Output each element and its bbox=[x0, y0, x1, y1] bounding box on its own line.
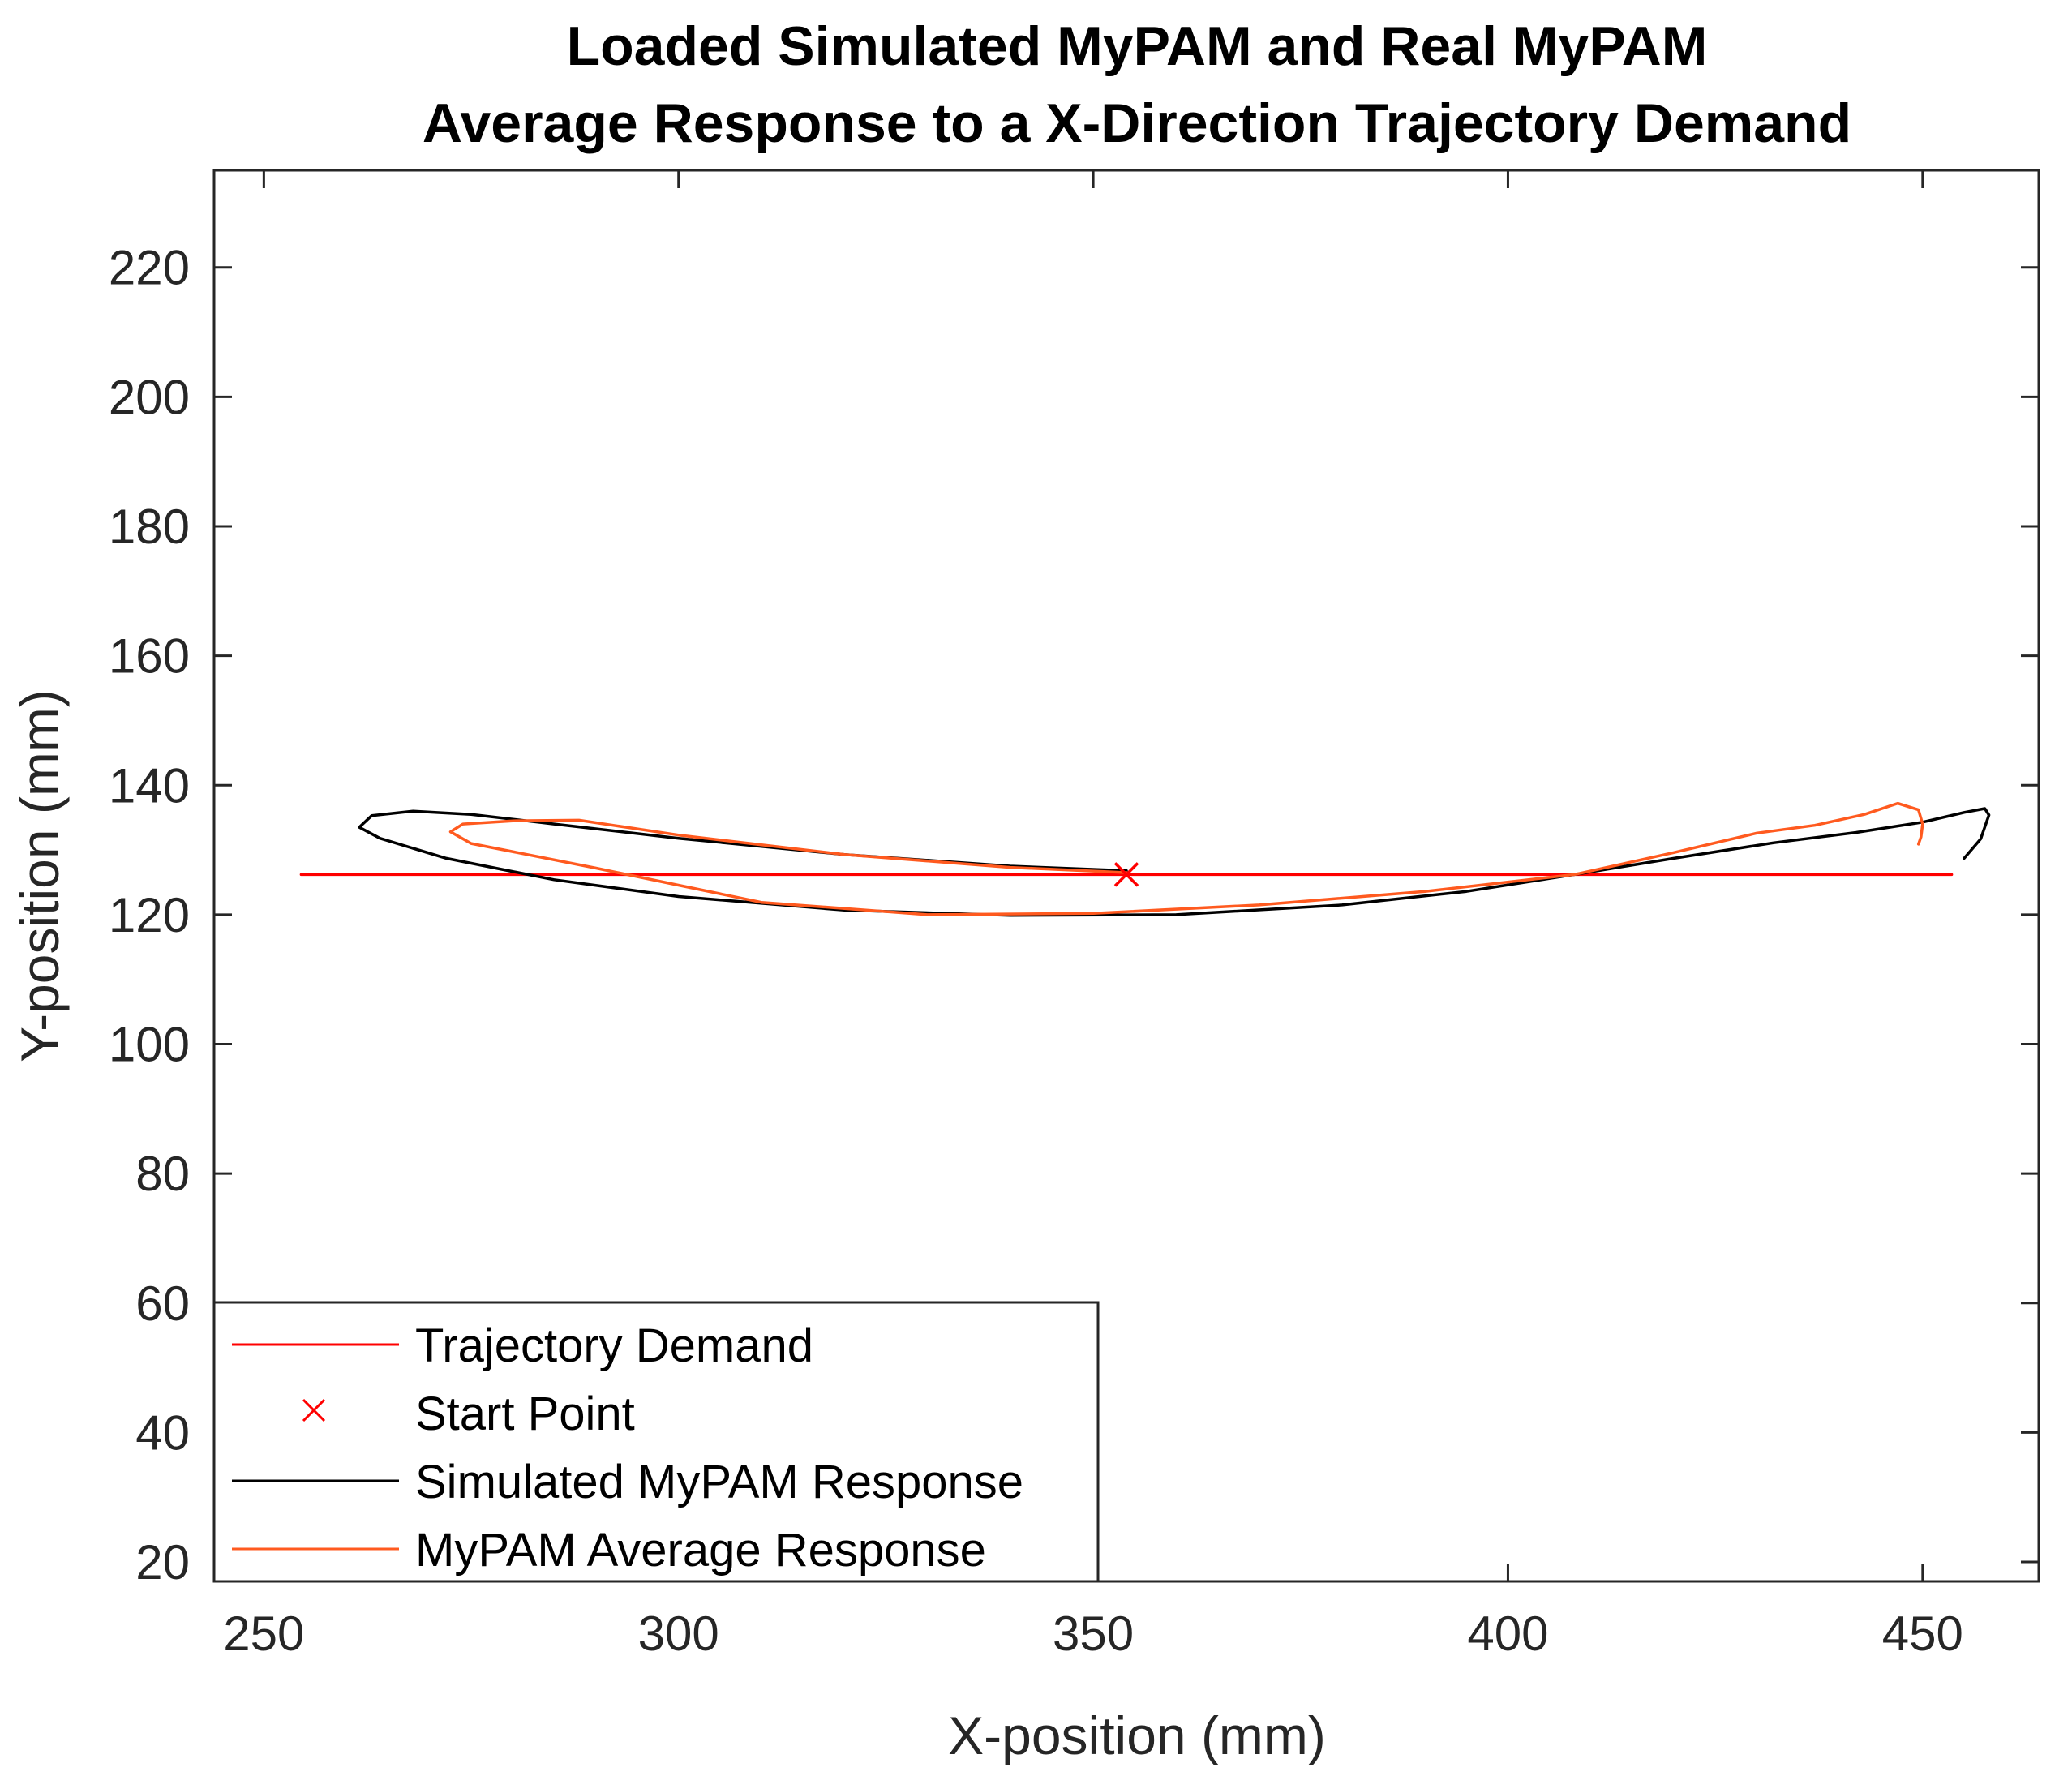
y-tick-label: 120 bbox=[109, 888, 190, 942]
y-tick-label: 100 bbox=[109, 1018, 190, 1072]
legend-label-start-point: Start Point bbox=[415, 1388, 635, 1440]
y-tick-label: 220 bbox=[109, 241, 190, 295]
x-tick-label: 400 bbox=[1467, 1607, 1548, 1661]
x-tick-label: 350 bbox=[1053, 1607, 1134, 1661]
legend-box bbox=[212, 1301, 1100, 1583]
y-tick-label: 40 bbox=[135, 1405, 190, 1460]
legend-label-trajectory-demand: Trajectory Demand bbox=[415, 1319, 813, 1372]
legend-swatch-start-point bbox=[302, 1398, 326, 1422]
y-tick-label: 160 bbox=[109, 629, 190, 684]
x-axis: 250 300 350 400 450 bbox=[223, 170, 1963, 1661]
x-axis-label: X-position (mm) bbox=[948, 1705, 1326, 1765]
legend-label-average-response: MyPAM Average Response bbox=[415, 1524, 986, 1577]
series-line-mypam-average-response bbox=[448, 801, 1924, 916]
y-axis-label: Y-position (mm) bbox=[10, 689, 70, 1062]
y-tick-label: 140 bbox=[109, 758, 190, 813]
x-tick-label: 300 bbox=[638, 1607, 719, 1661]
series-layer bbox=[299, 801, 1991, 917]
y-tick-label: 200 bbox=[109, 370, 190, 424]
y-axis: 20 40 60 80 100 120 140 160 180 200 220 bbox=[109, 241, 2039, 1589]
plot-frame bbox=[212, 169, 2040, 1583]
y-tick-label: 80 bbox=[135, 1147, 190, 1201]
y-tick-label: 60 bbox=[135, 1276, 190, 1331]
legend-label-simulated-response: Simulated MyPAM Response bbox=[415, 1456, 1023, 1508]
series-line-simulated-mypam-response bbox=[358, 807, 1991, 917]
x-tick-label: 450 bbox=[1882, 1607, 1963, 1661]
legend: Trajectory Demand Start Point Simulated … bbox=[212, 1301, 1100, 1583]
y-tick-label: 20 bbox=[135, 1535, 190, 1589]
x-tick-label: 250 bbox=[223, 1607, 304, 1661]
chart-title: Loaded Simulated MyPAM and Real MyPAM bbox=[567, 15, 1708, 77]
start-point-marker bbox=[1113, 862, 1139, 887]
y-tick-label: 180 bbox=[109, 500, 190, 554]
chart-subtitle: Average Response to a X-Direction Trajec… bbox=[423, 92, 1851, 154]
